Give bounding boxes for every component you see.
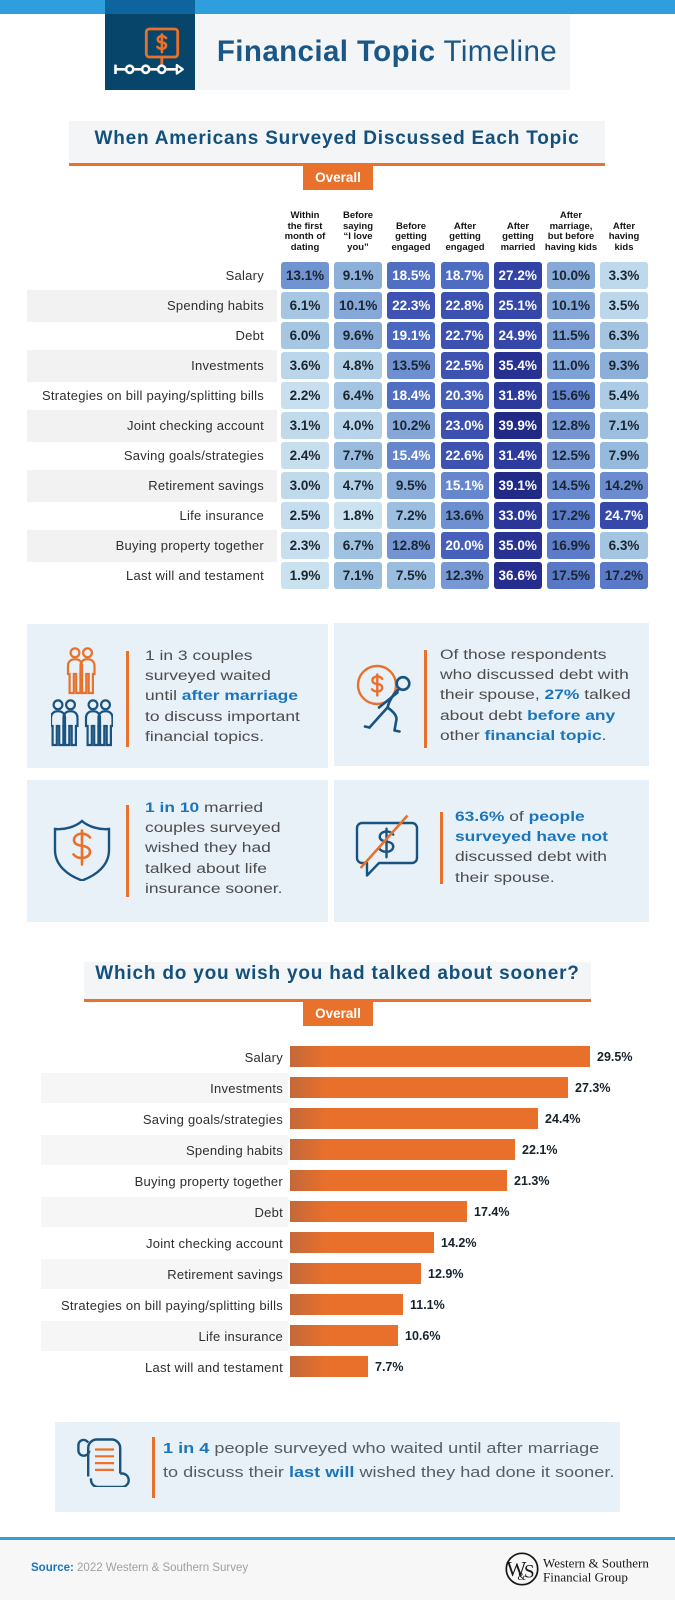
svg-text:S: S xyxy=(524,1562,535,1583)
svg-text:W: W xyxy=(507,1557,527,1581)
svg-text:Financial Group: Financial Group xyxy=(543,1570,628,1585)
svg-text:&: & xyxy=(518,1572,526,1583)
svg-text:Western & Southern: Western & Southern xyxy=(543,1556,649,1571)
